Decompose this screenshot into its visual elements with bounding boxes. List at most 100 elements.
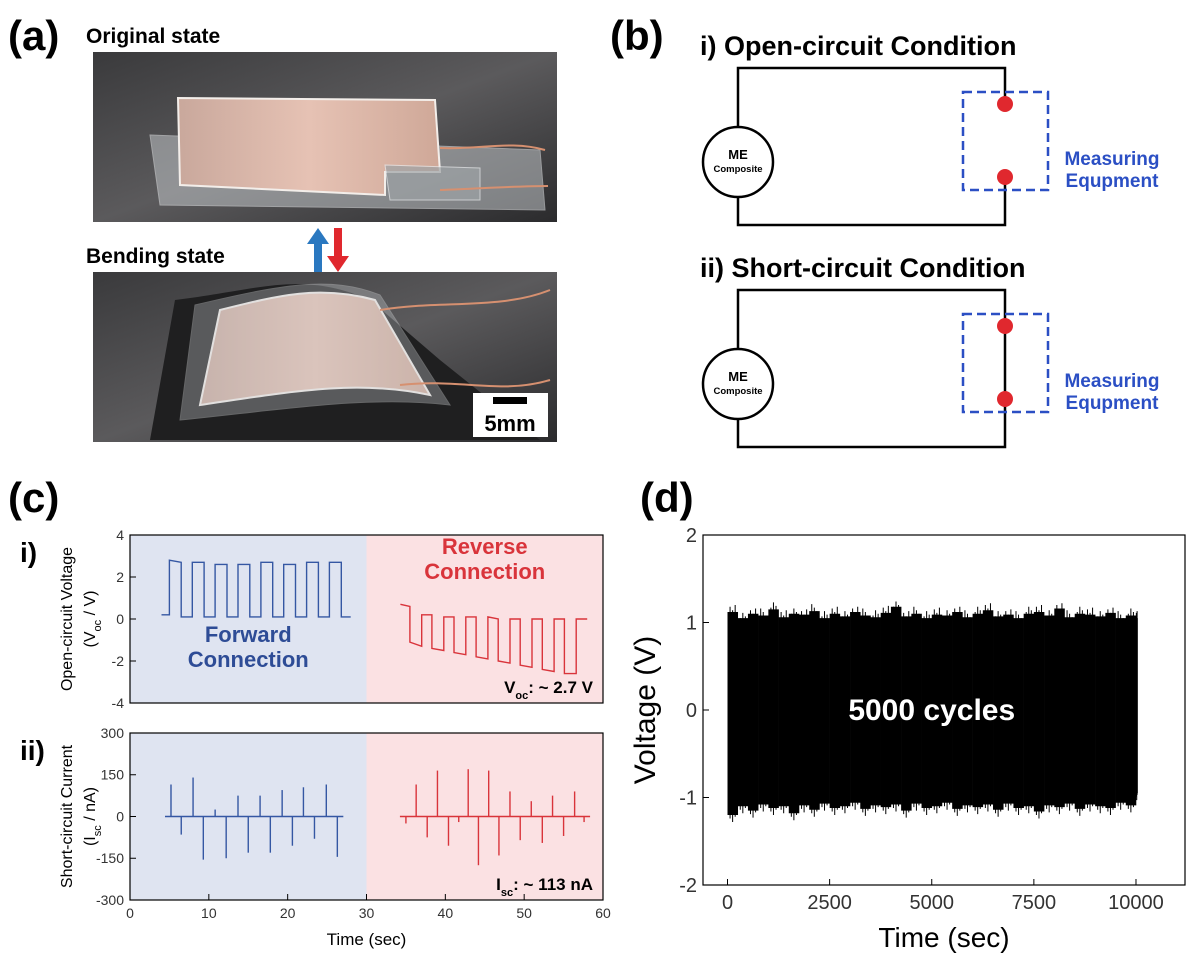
source-label: Composite xyxy=(713,164,762,175)
circuit-title: ii) Short-circuit Condition xyxy=(700,253,1025,283)
panel-label: (c) xyxy=(8,474,59,521)
plot-frame xyxy=(129,534,604,704)
terminal xyxy=(997,318,1013,334)
photo-bending xyxy=(93,272,557,442)
photo-original xyxy=(93,52,557,222)
scale-bar-label: 5mm xyxy=(484,411,535,436)
circuit: ii) Short-circuit Condition ME Composite Me… xyxy=(700,253,1160,449)
y-tick-label: 2 xyxy=(686,525,697,547)
y-tick-label: 1 xyxy=(686,613,697,635)
y-tick-label: 2 xyxy=(116,569,124,585)
x-tick-label: 7500 xyxy=(1012,892,1057,914)
x-tick-label: 30 xyxy=(359,905,375,921)
region-label: Connection xyxy=(424,559,545,584)
caption: Bending state xyxy=(86,245,225,268)
text-part: : ~ 113 nA xyxy=(513,875,593,894)
wire xyxy=(736,288,1007,349)
y-tick-label: 4 xyxy=(116,527,124,543)
region-label: Reverse xyxy=(442,534,528,559)
y-axis-title: Voltage (V) xyxy=(629,636,662,784)
y-axis-title: (Voc / V) xyxy=(82,591,104,648)
plot-frame xyxy=(702,534,1186,886)
circuit-title: i) Open-circuit Condition xyxy=(700,31,1016,61)
x-tick-label: 0 xyxy=(126,905,134,921)
scale-bar xyxy=(493,397,527,404)
y-tick-label: -1 xyxy=(679,788,697,810)
text-part: V xyxy=(504,678,516,697)
y-tick-label: 0 xyxy=(686,700,697,722)
x-tick-label: 10 xyxy=(201,905,217,921)
subscript: oc xyxy=(515,690,528,702)
chart-label: ii) xyxy=(20,735,45,766)
caption: Original state xyxy=(86,25,220,48)
text-part: : ~ 2.7 V xyxy=(528,678,593,697)
text-part: (I xyxy=(82,836,99,846)
y-axis-title: Short-circuit Current xyxy=(59,744,76,888)
y-axis-title: (Isc / nA) xyxy=(82,787,104,846)
terminal xyxy=(997,169,1013,185)
y-tick-label: -2 xyxy=(679,875,697,897)
region-label: Connection xyxy=(188,647,309,672)
x-tick-label: 20 xyxy=(280,905,296,921)
meter-label: Measuring xyxy=(1064,149,1159,170)
x-tick-label: 2500 xyxy=(807,892,852,914)
wire xyxy=(736,66,1007,127)
y-tick-label: 150 xyxy=(101,767,125,783)
y-tick-label: -4 xyxy=(112,695,125,711)
source-label: ME xyxy=(728,147,748,162)
chart: -300 -150 0 150 300 0 10 20 30 40 50 60 Time (sec) Sh… xyxy=(20,725,611,949)
meter-label: Equpment xyxy=(1066,171,1160,192)
line xyxy=(400,603,588,675)
x-tick-label: 50 xyxy=(516,905,532,921)
meter-box xyxy=(961,312,1050,414)
wire xyxy=(736,399,1007,449)
y-tick-label: 0 xyxy=(116,611,124,627)
source xyxy=(701,125,775,199)
x-tick-label: 0 xyxy=(722,892,733,914)
text-part: / nA) xyxy=(82,787,99,825)
circuit: i) Open-circuit Condition ME Composite Meas… xyxy=(700,31,1160,227)
text-part: / V) xyxy=(82,591,99,620)
chart: -2 -1 0 1 2 0 2500 5000 7500 10000 Time (sec) Volta… xyxy=(629,525,1186,953)
chart-label: i) xyxy=(20,537,37,568)
y-tick-label: 300 xyxy=(101,725,125,741)
meter-label: Equpment xyxy=(1066,393,1160,414)
subscript: sc xyxy=(501,887,513,899)
panel-label: (a) xyxy=(8,12,59,59)
line xyxy=(161,559,351,618)
subscript: sc xyxy=(92,825,104,837)
y-tick-label: -2 xyxy=(112,653,125,669)
annotation: Voc: ~ 2.7 V xyxy=(504,678,594,702)
text-part: (V xyxy=(82,631,99,647)
y-tick-label: -300 xyxy=(96,892,124,908)
panel-label: (d) xyxy=(640,474,694,521)
x-tick-label: 5000 xyxy=(909,892,954,914)
y-tick-label: -150 xyxy=(96,850,124,866)
x-axis-title: Time (sec) xyxy=(327,930,407,949)
panel-label: (b) xyxy=(610,12,664,59)
meter-box xyxy=(961,90,1050,192)
terminal xyxy=(997,391,1013,407)
subscript: oc xyxy=(92,619,104,631)
y-axis-title: Open-circuit Voltage xyxy=(59,547,76,691)
meter-label: Measuring xyxy=(1064,371,1159,392)
plot-frame xyxy=(129,732,604,901)
text-part: I xyxy=(496,875,501,894)
wire xyxy=(736,177,1007,227)
x-tick-label: 10000 xyxy=(1108,892,1164,914)
x-tick-label: 40 xyxy=(438,905,454,921)
x-tick-label: 60 xyxy=(595,905,611,921)
y-tick-label: 0 xyxy=(116,808,124,824)
source xyxy=(701,347,775,421)
region xyxy=(130,535,367,703)
annotation: 5000 cycles xyxy=(848,694,1015,727)
terminal xyxy=(997,96,1013,112)
source-label: ME xyxy=(728,369,748,384)
source-label: Composite xyxy=(713,386,762,397)
region-label: Forward xyxy=(205,622,292,647)
state-arrows xyxy=(307,228,349,272)
x-axis-title: Time (sec) xyxy=(878,922,1009,953)
